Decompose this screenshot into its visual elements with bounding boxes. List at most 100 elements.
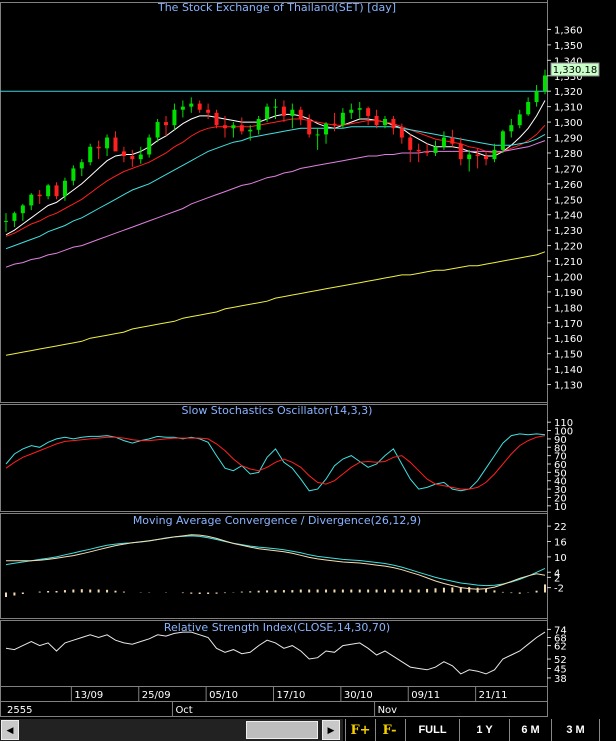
candle-body (121, 151, 126, 157)
y-tick-label: 1,180 (554, 303, 583, 314)
candle-body (222, 125, 227, 129)
candle-body (391, 118, 396, 129)
candle-body (374, 115, 379, 126)
candle-body (290, 109, 295, 116)
y-tick-label: 1,320 (554, 87, 583, 98)
y-tick-label: 1,270 (554, 164, 583, 175)
candle-body (382, 118, 387, 126)
date-label: 21/11 (479, 690, 508, 701)
candle-body (366, 108, 371, 116)
candle-body (450, 137, 455, 144)
moving-average-line-3 (5, 126, 546, 250)
candle-body (298, 109, 303, 119)
y-tick-label: 1,290 (554, 134, 583, 145)
y-tick-label: 30 (554, 485, 567, 496)
candle-body (256, 118, 261, 130)
range-6m-button[interactable]: 6 M (509, 719, 551, 741)
macd-panel: -224 10 16 22 (5, 522, 567, 597)
candle-body (332, 123, 337, 126)
candle-body (46, 185, 51, 197)
candle-body (324, 123, 329, 135)
y-tick-label: 45 (554, 664, 567, 675)
candle-body (12, 213, 17, 221)
y-tick-label: 40 (554, 477, 567, 488)
candle-body (349, 109, 354, 113)
y-tick-label: 1,170 (554, 319, 583, 330)
y-tick-label: 4 (554, 568, 560, 579)
y-tick-label: -2 (554, 584, 564, 595)
y-tick-label: 2 (554, 573, 560, 584)
candle-body (281, 106, 286, 116)
candle-body (105, 137, 110, 149)
y-tick-label: 1,230 (554, 226, 583, 237)
candle-body (399, 128, 404, 138)
stochastic-k-line (5, 433, 546, 492)
candle-body (534, 91, 539, 103)
y-tick-label: 20 (554, 493, 567, 504)
candle-body (441, 137, 446, 147)
candle-body (180, 106, 185, 110)
price-panel: 1,130 1,140 1,150 1,160 1,170 1,180 1,190 1,200… (0, 25, 583, 392)
y-tick-label: 62 (554, 642, 567, 653)
y-tick-label: 1,280 (554, 149, 583, 160)
candle-body (500, 131, 505, 150)
range-1y-button[interactable]: 1 Y (459, 719, 509, 741)
y-tick-label: 1,190 (554, 288, 583, 299)
candle-body (172, 109, 177, 126)
candle-body (147, 137, 152, 155)
candle-body (79, 162, 84, 169)
y-tick-label: 1,220 (554, 242, 583, 253)
candle-body (113, 137, 118, 152)
y-tick-label: 1,300 (554, 118, 583, 129)
candle-body (475, 154, 480, 157)
y-tick-label: 1,130 (554, 381, 583, 392)
price-panel-title: The Stock Exchange of Thailand(SET) [day… (157, 1, 396, 14)
panel-frame (0, 2, 548, 403)
rsi-line (5, 631, 546, 675)
candle-body (273, 106, 278, 108)
y-tick-label: 52 (554, 655, 567, 666)
y-tick-label: 70 (554, 452, 567, 463)
candle-body (138, 154, 143, 160)
macd-signal-line (6, 534, 546, 590)
candle-body (425, 151, 430, 153)
y-tick-label: 1,240 (554, 211, 583, 222)
candle-body (517, 114, 522, 126)
y-tick-label: 1,200 (554, 272, 583, 283)
y-tick-label: 100 (554, 427, 573, 438)
zoom-in-button[interactable]: F+ (345, 719, 375, 741)
y-tick-label: 1,210 (554, 257, 583, 268)
date-label: 09/11 (411, 690, 440, 701)
macd-line (5, 535, 546, 587)
candle-body (248, 129, 253, 132)
scroll-right-arrow-icon[interactable]: ▶ (322, 720, 340, 740)
last-price-box (550, 62, 600, 77)
candle-body (71, 168, 76, 181)
horizontal-scrollbar[interactable]: ◀ ▶ (0, 719, 343, 741)
candle-body (54, 185, 59, 197)
toolbar-corner (599, 719, 616, 741)
rsi-panel-title: Relative Strength Index(CLOSE,14,30,70) (164, 621, 390, 634)
y-tick-label: 50 (554, 468, 567, 479)
date-label: 13/09 (74, 690, 103, 701)
date-label: 25/09 (142, 690, 171, 701)
moving-average-line-5 (5, 251, 546, 356)
y-tick-label: 60 (554, 460, 567, 471)
y-tick-label: 1,330 (554, 72, 583, 83)
y-tick-label: 10 (554, 553, 567, 564)
macd-panel-title: Moving Average Convergence / Divergence(… (133, 514, 421, 527)
candle-body (492, 149, 497, 160)
y-tick-label: 1,160 (554, 334, 583, 345)
period-label: Nov (378, 705, 398, 716)
candle-body (20, 205, 25, 214)
range-3m-button[interactable]: 3 M (551, 719, 599, 741)
y-tick-label: 80 (554, 443, 567, 454)
zoom-out-button[interactable]: F- (375, 719, 403, 741)
scroll-left-arrow-icon[interactable]: ◀ (1, 720, 19, 740)
range-full-button[interactable]: FULL (405, 719, 459, 741)
candle-body (37, 194, 42, 197)
candle-body (340, 112, 345, 126)
panel-frame (0, 404, 548, 512)
scroll-thumb[interactable] (246, 721, 318, 739)
